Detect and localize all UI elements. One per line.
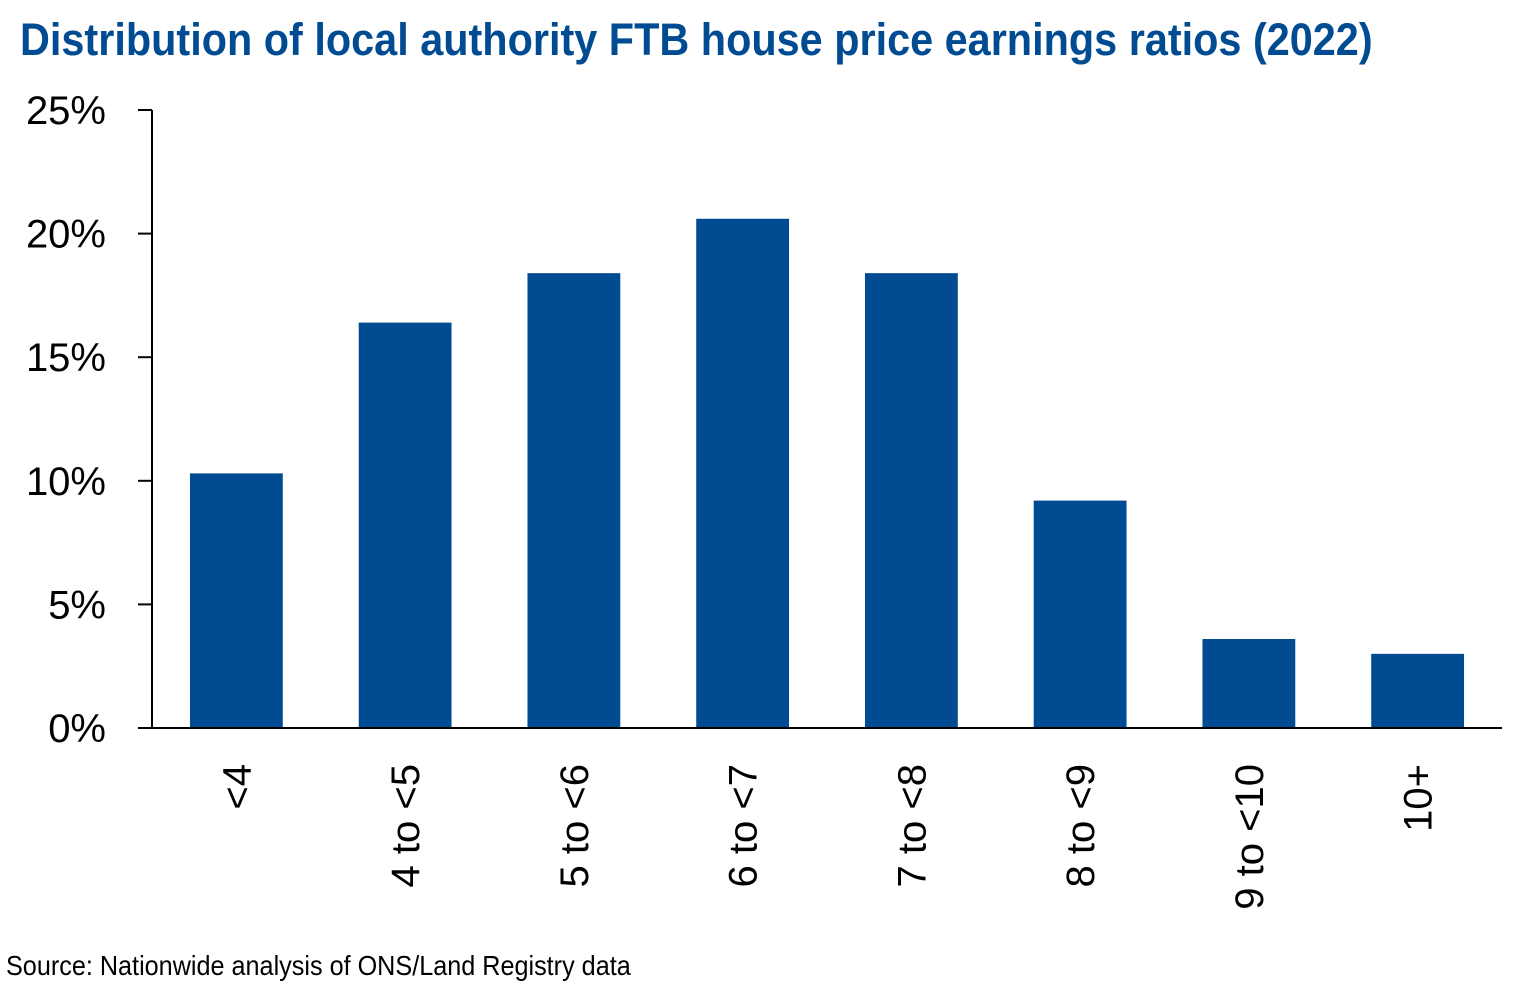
x-tick-label: 7 to <8 <box>890 764 934 887</box>
x-tick-label: 4 to <5 <box>384 764 428 887</box>
y-tick-label: 20% <box>26 213 106 257</box>
y-tick-label: 5% <box>48 583 106 627</box>
bar <box>864 273 958 728</box>
x-tick-label: 8 to <9 <box>1059 764 1103 887</box>
chart-title: Distribution of local authority FTB hous… <box>20 14 1373 65</box>
x-tick-label: 9 to <10 <box>1228 764 1272 910</box>
x-tick-label: 5 to <6 <box>553 764 597 887</box>
x-tick-labels: <4 4 to <5 5 to <6 6 to <7 7 to <8 8 to <9 9 t… <box>215 764 1440 910</box>
source-note: Source: Nationwide analysis of ONS/Land … <box>6 950 631 981</box>
y-ticks: 0% 5% 10% 15% 20% 25% <box>26 89 152 751</box>
y-tick-label: 0% <box>48 707 106 751</box>
bars-layer <box>189 218 1465 728</box>
axes-layer <box>151 110 1502 729</box>
x-tick-label: <4 <box>215 764 259 810</box>
y-tick-label: 15% <box>26 336 106 380</box>
bar <box>527 273 621 728</box>
bar <box>1033 500 1127 728</box>
x-tick-label: 10+ <box>1397 764 1441 832</box>
x-tick-label: 6 to <7 <box>722 764 766 887</box>
bar <box>189 473 283 728</box>
bar <box>1202 639 1296 728</box>
bar <box>1371 653 1465 728</box>
bar <box>696 218 790 728</box>
bar <box>358 322 452 728</box>
y-tick-label: 10% <box>26 460 106 504</box>
y-tick-label: 25% <box>26 89 106 133</box>
